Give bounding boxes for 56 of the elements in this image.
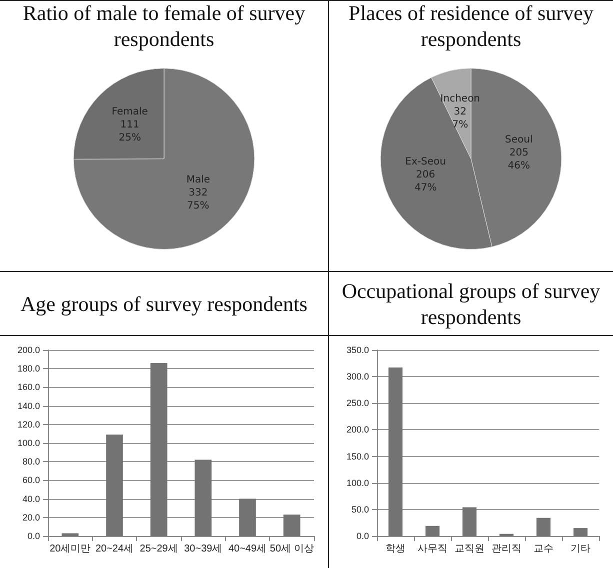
y-tick-label: 0.0 xyxy=(356,531,369,541)
y-tick-label: 200.0 xyxy=(17,345,40,355)
x-tick-label: 사무직 xyxy=(418,544,448,554)
y-tick-label: 250.0 xyxy=(346,398,369,408)
y-tick-label: 120.0 xyxy=(17,419,40,430)
bar xyxy=(194,460,212,536)
y-tick-label: 100.0 xyxy=(346,478,369,488)
bar xyxy=(425,526,440,536)
data-label: 111 25% xyxy=(118,119,141,144)
y-tick-label: 50.0 xyxy=(351,504,369,514)
chart-title: Age groups of survey respondents xyxy=(20,291,308,318)
bar xyxy=(62,533,79,536)
slice-label: Female xyxy=(112,106,148,118)
y-tick-label: 300.0 xyxy=(346,372,369,382)
chart-title: Places of residence of survey respondents xyxy=(348,1,594,51)
data-label: 206 47% xyxy=(414,170,437,194)
y-tick-label: 60.0 xyxy=(22,475,40,486)
data-label: 205 46% xyxy=(508,148,530,172)
x-tick-label: 20세미만 xyxy=(50,544,91,554)
slice-label: Ex-Seou xyxy=(405,156,446,168)
data-label: 332 75% xyxy=(187,187,210,212)
slice-label: Incheon xyxy=(440,93,480,104)
y-tick-label: 40.0 xyxy=(22,494,40,504)
y-tick-label: 0.0 xyxy=(27,531,40,541)
slice-label: Seoul xyxy=(505,134,533,146)
y-tick-label: 20.0 xyxy=(22,512,40,522)
bar xyxy=(150,363,168,536)
bar xyxy=(573,528,588,536)
bar xyxy=(462,507,477,536)
data-label: 32 7% xyxy=(452,106,468,130)
x-tick-label: 50세 이상 xyxy=(270,544,314,554)
x-tick-label: 학생 xyxy=(386,544,406,554)
bar xyxy=(536,518,551,536)
y-tick-label: 100.0 xyxy=(17,438,40,448)
bar xyxy=(283,514,300,536)
x-tick-label: 25~29세 xyxy=(140,544,178,554)
y-tick-label: 140.0 xyxy=(17,400,40,411)
x-tick-label: 관리직 xyxy=(492,544,522,554)
slice-label: Male xyxy=(186,174,210,186)
y-tick-label: 150.0 xyxy=(346,451,369,462)
chart-title: Ratio of male to female of survey respondents xyxy=(22,1,306,51)
y-tick-label: 80.0 xyxy=(22,456,40,467)
x-tick-label: 30~39세 xyxy=(184,544,222,554)
bar xyxy=(106,434,123,536)
x-tick-label: 교수 xyxy=(534,544,554,554)
x-tick-label: 교직원 xyxy=(454,544,484,554)
chart-title: Occupational groups of survey respondents xyxy=(340,278,602,331)
y-tick-label: 350.0 xyxy=(346,345,369,355)
x-tick-label: 기타 xyxy=(570,544,590,554)
x-tick-label: 20~24세 xyxy=(95,544,134,554)
bar xyxy=(239,498,256,536)
y-tick-label: 160.0 xyxy=(17,382,40,392)
bar xyxy=(388,368,403,536)
x-tick-label: 40~49세 xyxy=(228,544,267,554)
y-tick-label: 200.0 xyxy=(346,424,369,435)
y-tick-label: 180.0 xyxy=(17,364,40,374)
